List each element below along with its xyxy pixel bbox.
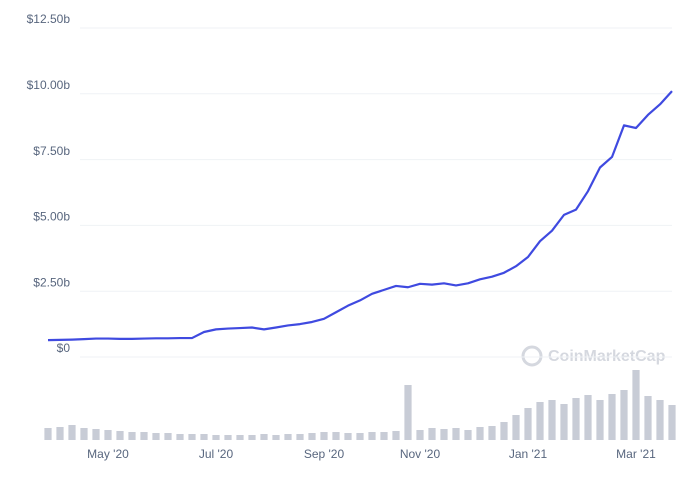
y-tick-label: $10.00b	[27, 78, 71, 92]
volume-bar	[224, 435, 232, 440]
volume-bar	[344, 433, 352, 440]
volume-bar	[428, 428, 436, 440]
volume-bar	[68, 425, 76, 440]
volume-bar	[644, 396, 652, 440]
volume-bar	[476, 427, 484, 440]
volume-bar	[44, 428, 52, 440]
y-tick-label: $12.50b	[27, 12, 71, 26]
volume-bar	[404, 385, 412, 440]
x-tick-label: Nov '20	[400, 447, 441, 461]
volume-bar	[524, 408, 532, 440]
y-tick-label: $5.00b	[33, 210, 70, 224]
x-tick-label: May '20	[87, 447, 129, 461]
volume-bar	[380, 432, 388, 440]
volume-bar	[356, 433, 364, 440]
volume-bar	[212, 435, 220, 440]
volume-bar	[284, 434, 292, 440]
volume-bar	[200, 434, 208, 440]
y-tick-label: $2.50b	[33, 275, 70, 289]
volume-bar	[632, 370, 640, 440]
volume-bar	[128, 432, 136, 440]
volume-bar	[500, 422, 508, 440]
volume-bar	[368, 432, 376, 440]
x-tick-label: Jan '21	[509, 447, 548, 461]
watermark: CoinMarketCap	[521, 345, 666, 367]
volume-bar	[536, 402, 544, 440]
volume-bar	[656, 400, 664, 440]
volume-bar	[56, 427, 64, 440]
volume-bar	[548, 400, 556, 440]
volume-bar	[80, 428, 88, 440]
volume-bar	[320, 432, 328, 440]
volume-bar	[572, 398, 580, 440]
volume-bar	[188, 434, 196, 440]
volume-bar	[140, 432, 148, 440]
volume-bar	[392, 431, 400, 440]
volume-bar	[596, 400, 604, 440]
volume-bar	[560, 404, 568, 440]
y-tick-label: $7.50b	[33, 144, 70, 158]
volume-bar	[104, 430, 112, 440]
volume-bar	[260, 434, 268, 440]
volume-bar	[92, 429, 100, 440]
volume-bar	[416, 430, 424, 440]
volume-bar	[440, 429, 448, 440]
volume-bar	[116, 431, 124, 440]
volume-bar	[608, 394, 616, 440]
volume-bar	[296, 434, 304, 440]
volume-bar	[308, 433, 316, 440]
volume-bar	[488, 426, 496, 440]
volume-bar	[512, 415, 520, 440]
x-tick-label: Mar '21	[616, 447, 656, 461]
volume-bar	[584, 395, 592, 440]
volume-bar	[464, 430, 472, 440]
y-tick-label: $0	[57, 341, 71, 355]
volume-bar	[236, 435, 244, 440]
volume-bar	[152, 433, 160, 440]
volume-bar	[332, 432, 340, 440]
logo	[521, 345, 543, 367]
market-cap-line	[47, 90, 673, 342]
x-tick-label: Sep '20	[304, 447, 345, 461]
volume-bar	[248, 435, 256, 440]
volume-bar	[164, 433, 172, 440]
x-tick-label: Jul '20	[199, 447, 234, 461]
volume-bar	[452, 428, 460, 440]
volume-bar	[176, 434, 184, 440]
volume-bar	[620, 390, 628, 440]
volume-bar	[272, 435, 280, 440]
volume-bar	[668, 405, 676, 440]
